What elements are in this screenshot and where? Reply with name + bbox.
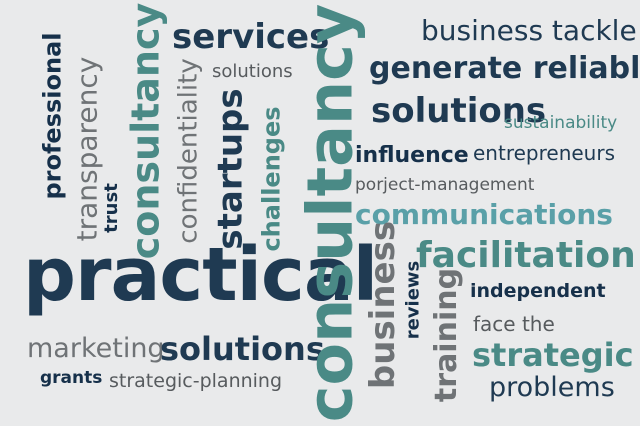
word-challenges: challenges	[257, 106, 286, 252]
word-services: services	[172, 17, 330, 57]
word-solutions-small: solutions	[212, 61, 293, 82]
word-entrepreneurs: entrepreneurs	[473, 141, 615, 165]
word-practical: practical	[23, 232, 378, 318]
word-startups: startups	[210, 88, 251, 250]
word-reviews: reviews	[401, 260, 423, 340]
word-facilitation: facilitation	[416, 235, 636, 276]
word-business-vertical: business	[363, 220, 404, 390]
word-porject-management: porject-management	[355, 175, 535, 195]
word-consultancy-big: consultancy	[292, 3, 366, 423]
word-marketing: marketing	[27, 333, 165, 364]
word-professional: professional	[38, 32, 67, 200]
word-solutions-bottom: solutions	[160, 330, 325, 368]
word-generate-reliable: generate reliable	[369, 51, 640, 86]
word-trust: trust	[100, 183, 122, 233]
word-sustainability: sustainability	[504, 113, 618, 133]
word-confidentiality: confidentiality	[173, 58, 204, 244]
word-strategic-planning: strategic-planning	[109, 370, 283, 392]
word-independent: independent	[470, 280, 606, 302]
word-business-tackle: business tackle	[421, 14, 637, 47]
word-training: training	[429, 267, 465, 403]
word-solutions-big: solutions	[371, 91, 547, 131]
word-strategic: strategic	[472, 336, 634, 374]
word-communications: communications	[355, 198, 613, 231]
word-transparency: transparency	[69, 56, 103, 242]
word-influence: influence	[355, 143, 469, 168]
word-consultancy-mid: consultancy	[122, 2, 167, 260]
word-face-the: face the	[473, 312, 555, 336]
word-problems: problems	[489, 372, 615, 403]
word-grants: grants	[40, 368, 103, 388]
